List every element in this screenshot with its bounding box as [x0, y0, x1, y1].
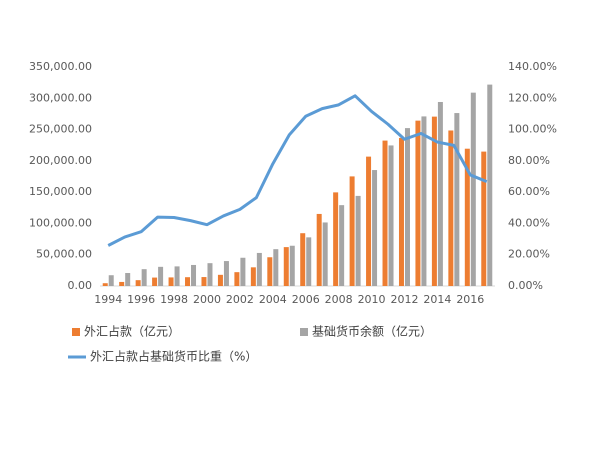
legend-label: 外汇占款（亿元）: [84, 324, 180, 339]
bar: [234, 272, 240, 286]
y-tick-label: 350,000.00: [29, 60, 92, 73]
bar: [256, 252, 262, 286]
bar: [185, 277, 191, 286]
bar: [135, 280, 141, 286]
bar: [217, 274, 223, 286]
x-tick-label: 2000: [193, 293, 221, 306]
x-tick-label: 2006: [292, 293, 320, 306]
bar: [333, 192, 339, 286]
bar: [421, 116, 427, 286]
y2-tick-label: 120.00%: [508, 91, 557, 104]
bar: [273, 249, 279, 286]
y-tick-label: 0.00: [68, 279, 93, 292]
y-tick-label: 50,000.00: [36, 248, 92, 261]
bar: [382, 140, 388, 286]
bar: [388, 145, 394, 286]
x-tick-label: 2002: [226, 293, 254, 306]
bar: [250, 267, 256, 286]
bar: [470, 92, 476, 286]
bar: [125, 273, 131, 286]
bar: [487, 84, 493, 286]
bar: [437, 101, 443, 286]
legend-label: 外汇占款占基础货币比重（%）: [90, 349, 257, 364]
y2-tick-label: 140.00%: [508, 60, 557, 73]
x-tick-label: 2016: [456, 293, 484, 306]
bar: [119, 281, 125, 286]
x-tick-label: 2010: [358, 293, 386, 306]
legend-label: 基础货币余额（亿元）: [312, 324, 432, 339]
legend: 外汇占款（亿元） 基础货币余额（亿元） 外汇占款占基础货币比重（%）: [68, 324, 432, 364]
bar: [464, 148, 470, 286]
bar: [454, 113, 460, 287]
y-tick-label: 250,000.00: [29, 123, 92, 136]
bar: [306, 237, 312, 286]
line: [107, 94, 488, 247]
bar: [108, 275, 114, 286]
y-tick-label: 300,000.00: [29, 91, 92, 104]
bar: [300, 233, 306, 286]
bar: [289, 245, 295, 286]
bar: [448, 130, 454, 286]
bar: [366, 156, 372, 286]
bar: [355, 195, 361, 286]
bar: [267, 257, 273, 286]
bar: [316, 213, 322, 286]
legend-swatch: [300, 328, 308, 336]
bar: [349, 176, 355, 286]
y2-tick-label: 0.00%: [508, 279, 543, 292]
bar: [240, 257, 246, 286]
bar: [174, 266, 180, 286]
y2-tick-label: 60.00%: [508, 185, 550, 198]
y2-tick-label: 80.00%: [508, 154, 550, 167]
bar: [481, 151, 487, 286]
bar: [158, 266, 164, 286]
y-tick-label: 100,000.00: [29, 216, 92, 229]
bar: [191, 264, 197, 286]
bar: [207, 263, 213, 286]
bar: [372, 170, 378, 286]
bar: [152, 277, 158, 286]
y-tick-label: 200,000.00: [29, 154, 92, 167]
bar: [322, 222, 328, 286]
bar: [102, 283, 108, 286]
x-tick-label: 2008: [325, 293, 353, 306]
bar: [223, 261, 229, 286]
y2-tick-label: 20.00%: [508, 248, 550, 261]
y-tick-label: 150,000.00: [29, 185, 92, 198]
y2-tick-label: 40.00%: [508, 216, 550, 229]
bar: [404, 128, 410, 286]
bar: [415, 120, 421, 286]
x-tick-label: 2004: [259, 293, 287, 306]
bar: [201, 277, 207, 286]
bar: [431, 116, 437, 286]
x-tick-label: 2014: [423, 293, 451, 306]
y2-tick-label: 100.00%: [508, 123, 557, 136]
x-tick-label: 1994: [94, 293, 122, 306]
bar: [398, 137, 404, 286]
bar: [141, 269, 147, 286]
legend-swatch: [72, 328, 80, 336]
x-tick-label: 1996: [127, 293, 155, 306]
bar: [339, 205, 345, 286]
x-tick-label: 1998: [160, 293, 188, 306]
bar: [168, 277, 174, 286]
bar: [283, 247, 289, 286]
x-tick-label: 2012: [390, 293, 418, 306]
